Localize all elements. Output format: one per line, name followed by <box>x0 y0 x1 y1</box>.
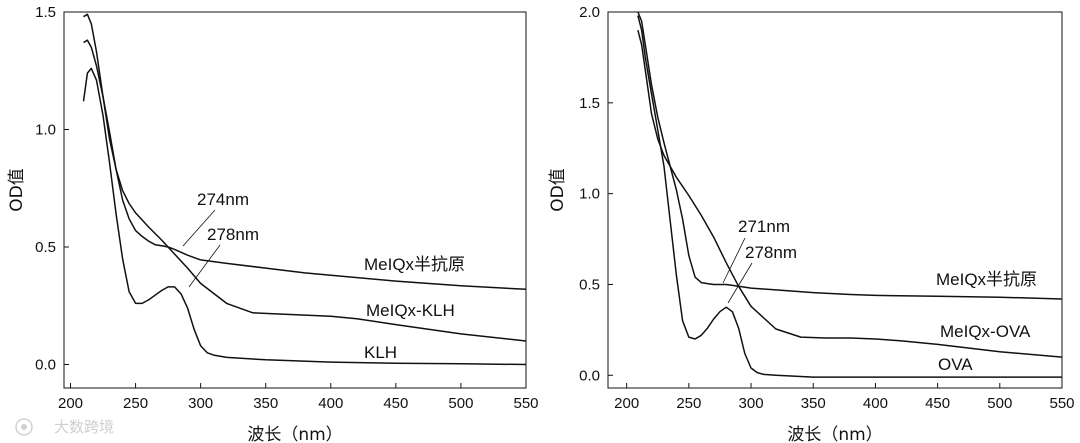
right-ytick-label: 0.5 <box>579 276 600 293</box>
right-plot-frame <box>607 11 1063 389</box>
right-xtick-label: 500 <box>987 395 1012 412</box>
left-annot-274: 274nm <box>197 190 249 209</box>
left-series-label-klh: KLH <box>364 343 397 362</box>
right-ylabel: OD值 <box>548 168 568 211</box>
left-xtick-label: 500 <box>448 395 473 412</box>
left-plot-frame <box>63 11 527 389</box>
left-xtick-label: 400 <box>318 395 343 412</box>
left-ytick-label: 0.5 <box>35 239 56 256</box>
right-ytick-label: 2.0 <box>579 4 600 21</box>
right-annot-278: 278nm <box>745 243 797 262</box>
watermark-logo-icon-dot <box>21 424 27 430</box>
right-annot-271: 271nm <box>738 217 790 236</box>
right-series-label-ova: OVA <box>938 355 973 374</box>
right-xtick-label: 400 <box>863 395 888 412</box>
watermark-text: 大数跨境 <box>54 418 114 436</box>
left-series-label-klh-conj: MeIQx-KLH <box>366 301 455 320</box>
right-chart: 200 250 300 350 400 450 500 5500.00.51.01.52.0 … <box>548 4 1075 443</box>
left-chart: 200 250 300 350 400 450 500 550 0.0 0.5 1.0 1.5 波长（… <box>7 4 539 443</box>
right-annot-leader-278 <box>727 262 753 304</box>
left-ytick-label: 1.5 <box>35 4 56 21</box>
right-xtick-label: 350 <box>801 395 826 412</box>
left-series-line-2 <box>82 67 527 366</box>
right-xtick-label: 450 <box>925 395 950 412</box>
left-ytick-label: 0.0 <box>35 357 56 374</box>
right-series-line-1 <box>637 30 1063 358</box>
right-series-line-0 <box>637 11 1063 300</box>
left-xtick-label: 350 <box>253 395 278 412</box>
right-xlabel: 波长（nm） <box>787 425 882 443</box>
right-annot-leader-271 <box>722 237 746 284</box>
right-xtick-label: 300 <box>739 395 764 412</box>
left-annot-278: 278nm <box>207 225 259 244</box>
left-xtick-label: 200 <box>58 395 83 412</box>
left-ticks: 200 250 300 350 400 450 500 550 0.0 0.5 1.0 1.5 <box>35 4 538 412</box>
left-xtick-label: 250 <box>123 395 148 412</box>
right-series-line-2 <box>637 15 1062 378</box>
left-xtick-label: 300 <box>188 395 213 412</box>
left-labels: 波长（nm） OD值 MeIQx半抗原 MeIQx-KLH KLH 274nm … <box>7 168 465 443</box>
left-xtick-label: 450 <box>383 395 408 412</box>
watermark: 大数跨境 <box>15 418 114 436</box>
left-xtick-label: 550 <box>513 395 538 412</box>
right-xtick-label: 250 <box>676 395 701 412</box>
left-annot-leader-278 <box>188 244 221 288</box>
right-ytick-label: 0.0 <box>579 367 600 384</box>
left-xlabel: 波长（nm） <box>247 425 342 443</box>
right-series <box>637 11 1063 378</box>
right-ytick-label: 1.5 <box>579 95 600 112</box>
right-xtick-label: 200 <box>614 395 639 412</box>
right-ytick-label: 1.0 <box>579 186 600 203</box>
left-series-line-1 <box>83 13 527 342</box>
right-ticks: 200 250 300 350 400 450 500 550 0.0 0.5 1.0 1.5 2.0 <box>579 4 1074 412</box>
right-xtick-label: 550 <box>1049 395 1074 412</box>
left-ytick-label: 1.0 <box>35 122 56 139</box>
left-annot-leader-274 <box>182 209 216 247</box>
left-ylabel: OD值 <box>7 168 27 211</box>
right-series-label-hapten: MeIQx半抗原 <box>936 270 1037 289</box>
right-series-label-ova-conj: MeIQx-OVA <box>940 322 1031 341</box>
left-series <box>82 13 527 366</box>
right-labels: 波长（nm） OD值 MeIQx半抗原 MeIQx-OVA OVA 271nm … <box>548 168 1037 443</box>
watermark-logo-icon <box>15 418 33 436</box>
left-series-line-0 <box>83 39 527 291</box>
left-series-label-hapten: MeIQx半抗原 <box>364 255 465 274</box>
